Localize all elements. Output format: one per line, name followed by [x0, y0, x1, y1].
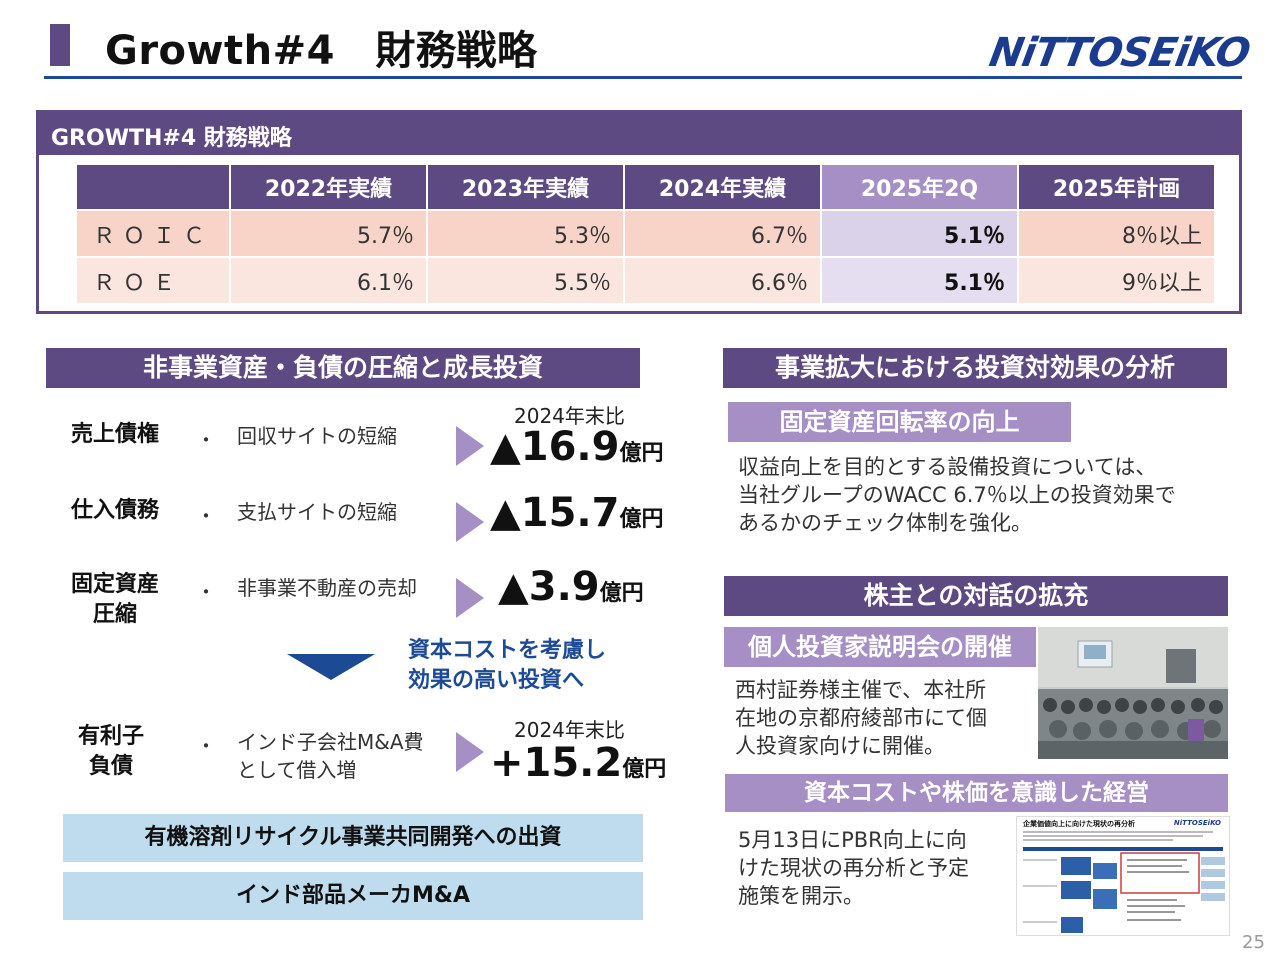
text-line: 収益向上を目的とする設備投資については、: [738, 455, 1157, 479]
briefing-subtitle: 個人投資家説明会の開催: [724, 627, 1036, 667]
table-cell: 8％以上: [1019, 211, 1214, 256]
table-cell: 6.1％: [231, 258, 426, 303]
amount-number: +15.2: [490, 740, 623, 786]
text-line: 当社グループのWACC 6.7％以上の投資効果で: [738, 483, 1176, 507]
table-cell: 5.1％: [822, 258, 1017, 303]
table-header-cell: 2023年実績: [428, 165, 623, 209]
item-label: 固定資産 圧縮: [56, 570, 174, 630]
table-cell: 6.7％: [625, 211, 820, 256]
amount-number: ▲3.9: [498, 564, 600, 610]
asset-turnover-text: 収益向上を目的とする設備投資については、 当社グループのWACC 6.7％以上の…: [738, 453, 1176, 537]
item-label: 売上債権: [70, 422, 159, 447]
thumbnail-logo: NiTTOSEiKO: [1173, 819, 1221, 827]
investment-note-line: 効果の高い投資へ: [408, 668, 585, 693]
amount-number: ▲16.9: [490, 424, 620, 470]
panel-title: GROWTH#4 財務戦略: [51, 126, 292, 151]
text-line: 在地の京都府綾部市にて個: [735, 706, 987, 730]
table-header-cell: 2024年実績: [625, 165, 820, 209]
table-row: ＲＯＥ 6.1％ 5.5％ 6.6％ 5.1％ 9％以上: [77, 258, 1214, 303]
briefing-text: 西村証券様主催で、本社所 在地の京都府綾部市にて個 人投資家向けに開催。: [735, 676, 987, 760]
title-accent-bar: [50, 24, 70, 66]
briefing-photo: [1038, 627, 1228, 759]
right-arrow-icon: [456, 578, 484, 618]
item-description: 非事業不動産の売却: [237, 576, 417, 600]
table-header-cell: 2022年実績: [231, 165, 426, 209]
comparison-note: 2024年末比: [514, 718, 625, 742]
down-arrow-icon: [287, 654, 375, 680]
text-line: 施策を開示。: [738, 884, 864, 908]
dialogue-section-title: 株主との対話の拡充: [724, 576, 1228, 616]
text-line: 西村証券様主催で、本社所: [735, 678, 987, 702]
amount-unit: 億円: [599, 581, 644, 606]
row-label-roic: ＲＯＩＣ: [77, 211, 229, 256]
thumbnail-diagram: [1023, 831, 1225, 933]
analysis-section-title: 事業拡大における投資対効果の分析: [723, 348, 1227, 388]
amount-unit: 億円: [619, 441, 664, 466]
page-title: Growth#4 財務戦略: [105, 28, 538, 74]
amount-value: +15.2億円: [490, 740, 666, 786]
table-header-row: 2022年実績 2023年実績 2024年実績 2025年2Q 2025年計画: [77, 165, 1214, 209]
item-description: インド子会社M&A費 として借入増: [237, 728, 424, 784]
table-header-cell: 2025年2Q: [822, 165, 1017, 209]
item-label-line: 負債: [88, 754, 133, 779]
comparison-note: 2024年末比: [514, 404, 625, 428]
amount-number: ▲15.7: [490, 490, 620, 536]
item-label-line: 有利子: [77, 724, 144, 749]
amount-value: ▲3.9億円: [498, 564, 644, 610]
item-description-line: として借入増: [237, 758, 357, 782]
table-cell: 5.7％: [231, 211, 426, 256]
investment-box: インド部品メーカM&A: [63, 872, 643, 920]
item-label-line: 圧縮: [92, 602, 137, 627]
asset-turnover-subtitle: 固定資産回転率の向上: [728, 402, 1071, 442]
amount-unit: 億円: [622, 757, 667, 782]
text-line: あるかのチェック体制を強化。: [738, 511, 1032, 535]
table-cell: 6.6％: [625, 258, 820, 303]
disclosure-document-thumbnail: 企業価値向上に向けた現状の再分析 NiTTOSEiKO: [1016, 816, 1230, 936]
company-logo: NiTTOSEiKO: [985, 30, 1254, 76]
bullet: ・: [196, 504, 216, 528]
table-cell: 5.3％: [428, 211, 623, 256]
kpi-table: 2022年実績 2023年実績 2024年実績 2025年2Q 2025年計画 …: [75, 163, 1216, 305]
page-number: 25: [1242, 932, 1265, 953]
item-description-line: インド子会社M&A費: [237, 730, 424, 754]
table-header-cell: [77, 165, 229, 209]
bullet: ・: [196, 580, 216, 604]
table-header-cell: 2025年計画: [1019, 165, 1214, 209]
text-line: けた現状の再分析と予定: [738, 856, 969, 880]
item-description: 支払サイトの短縮: [237, 500, 397, 524]
panel-header: GROWTH#4 財務戦略: [39, 113, 1239, 155]
management-subtitle: 資本コストや株価を意識した経営: [725, 774, 1228, 812]
table-row: ＲＯＩＣ 5.7％ 5.3％ 6.7％ 5.1％ 8％以上: [77, 211, 1214, 256]
amount-value: ▲16.9億円: [490, 424, 663, 470]
amount-unit: 億円: [619, 507, 664, 532]
item-label-line: 固定資産: [70, 572, 159, 597]
item-label: 有利子 負債: [52, 722, 170, 782]
title-divider: [44, 76, 1242, 79]
investment-note-line: 資本コストを考慮し: [408, 638, 607, 663]
right-arrow-icon: [456, 426, 484, 466]
text-line: 5月13日にPBR向上に向: [738, 828, 967, 852]
table-cell: 5.1％: [822, 211, 1017, 256]
row-label-roe: ＲＯＥ: [77, 258, 229, 303]
briefing-photo-graphic: [1038, 627, 1228, 759]
financial-kpi-panel: GROWTH#4 財務戦略 2022年実績 2023年実績 2024年実績 20…: [36, 110, 1242, 314]
thumbnail-title: 企業価値向上に向けた現状の再分析: [1023, 820, 1135, 828]
investment-note: 資本コストを考慮し 効果の高い投資へ: [408, 636, 606, 696]
bullet: ・: [196, 734, 216, 758]
right-arrow-icon: [456, 732, 484, 772]
item-description: 回収サイトの短縮: [237, 424, 397, 448]
left-section-title: 非事業資産・負債の圧縮と成長投資: [46, 348, 640, 388]
amount-value: ▲15.7億円: [490, 490, 663, 536]
table-cell: 5.5％: [428, 258, 623, 303]
bullet: ・: [196, 428, 216, 452]
text-line: 人投資家向けに開催。: [735, 734, 945, 758]
table-cell: 9％以上: [1019, 258, 1214, 303]
right-arrow-icon: [456, 502, 484, 542]
investment-box: 有機溶剤リサイクル事業共同開発への出資: [63, 814, 643, 862]
management-text: 5月13日にPBR向上に向 けた現状の再分析と予定 施策を開示。: [738, 826, 969, 910]
item-label: 仕入債務: [70, 498, 159, 523]
